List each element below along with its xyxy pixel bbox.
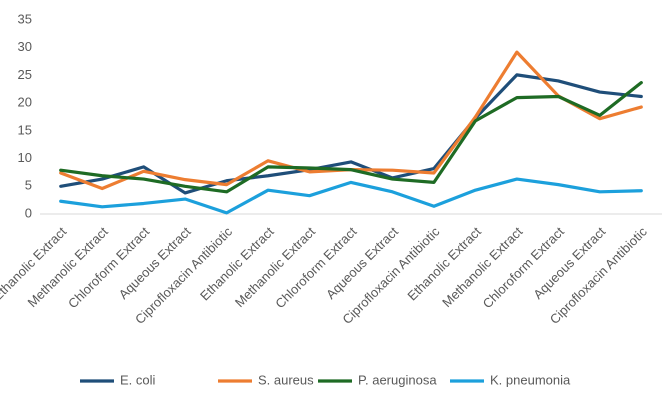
legend-label: S. aureus — [258, 372, 314, 387]
y-tick-label: 25 — [18, 67, 32, 82]
y-tick-label: 15 — [18, 122, 32, 137]
series-line — [59, 177, 643, 215]
x-tick-label: Aqueous Extract — [323, 224, 401, 302]
x-tick-label: Aqueous Extract — [116, 224, 194, 302]
x-tick-label: Aqueous Extract — [530, 224, 608, 302]
y-tick-label: 5 — [25, 178, 32, 193]
y-tick-label: 10 — [18, 150, 32, 165]
legend-label: K. pneumonia — [490, 372, 571, 387]
y-tick-label: 30 — [18, 39, 32, 54]
x-tick-label: Ethanolic Extract — [197, 224, 277, 304]
x-tick-label: Ethanolic Extract — [404, 224, 484, 304]
y-tick-label: 20 — [18, 95, 32, 110]
legend-label: E. coli — [120, 372, 156, 387]
legend-label: P. aeruginosa — [358, 372, 437, 387]
y-tick-label: 0 — [25, 205, 32, 220]
series-line — [59, 81, 643, 194]
y-tick-label: 35 — [18, 11, 32, 26]
